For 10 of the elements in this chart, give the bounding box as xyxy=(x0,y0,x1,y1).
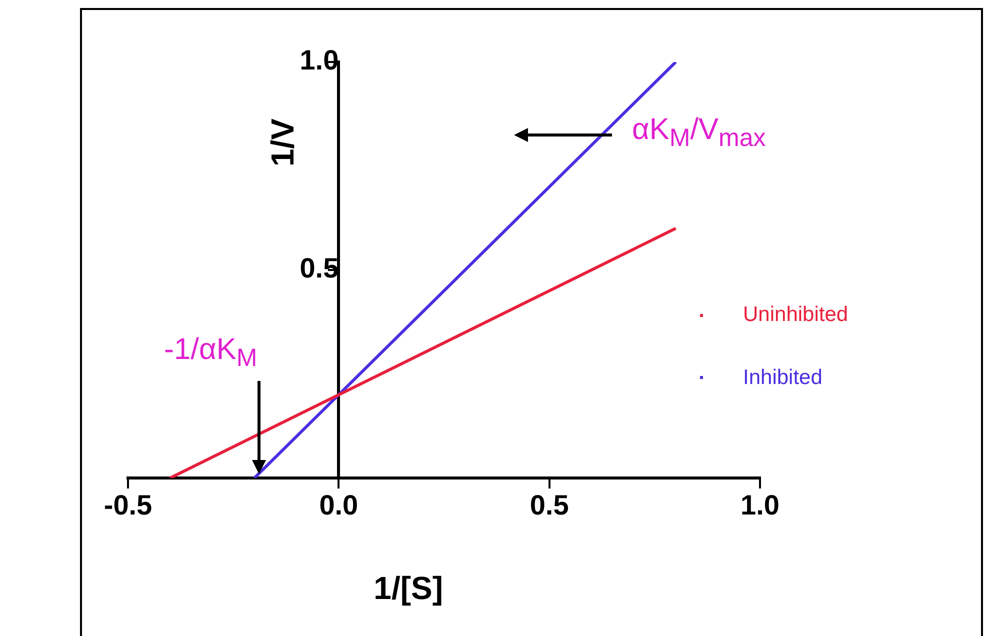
x-axis-title: 1/[S] xyxy=(374,570,443,607)
x-tick-label: -0.5 xyxy=(104,490,152,521)
annotation: -1/αK$_{M}$ xyxy=(164,333,258,373)
x-tick-label: 1.0 xyxy=(740,490,780,521)
x-tick-label: 0.0 xyxy=(319,490,358,521)
legend-label: Uninhibited xyxy=(743,303,848,328)
x-tick-label: 0.5 xyxy=(530,490,569,521)
legend-label: Inhibited xyxy=(743,366,822,390)
y-axis-title: 1/V xyxy=(264,118,302,167)
annotation: αK$_{M}$/V$_{max}$ xyxy=(632,113,766,153)
